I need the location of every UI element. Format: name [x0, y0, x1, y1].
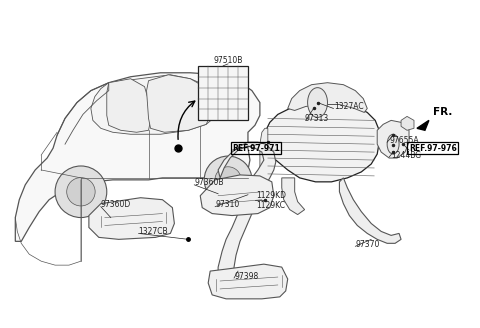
Text: FR.: FR.	[433, 108, 452, 117]
Circle shape	[204, 156, 252, 204]
Circle shape	[67, 177, 95, 206]
Text: 97313: 97313	[305, 114, 329, 123]
Polygon shape	[146, 75, 212, 132]
Polygon shape	[208, 264, 288, 299]
Text: 97360B: 97360B	[194, 178, 224, 187]
Text: 97370: 97370	[355, 240, 380, 249]
Polygon shape	[91, 75, 218, 134]
Text: 97360D: 97360D	[101, 200, 131, 209]
Text: 1129KD: 1129KD	[256, 191, 286, 200]
Ellipse shape	[308, 88, 327, 117]
Text: 97510B: 97510B	[214, 56, 243, 65]
Polygon shape	[218, 142, 276, 287]
Polygon shape	[260, 128, 268, 174]
Text: 97655A: 97655A	[389, 136, 419, 145]
Polygon shape	[417, 120, 429, 130]
Bar	[198, 66, 248, 120]
Polygon shape	[282, 178, 305, 215]
Circle shape	[55, 166, 107, 217]
Text: REF.97-976: REF.97-976	[409, 144, 457, 153]
Polygon shape	[89, 198, 174, 239]
Polygon shape	[107, 79, 151, 132]
Polygon shape	[377, 120, 409, 158]
Polygon shape	[401, 116, 414, 130]
Text: 1327CB: 1327CB	[139, 227, 168, 236]
Polygon shape	[288, 83, 367, 113]
Text: REF.97-971: REF.97-971	[232, 144, 280, 153]
Ellipse shape	[387, 134, 399, 154]
Text: 1129KC: 1129KC	[256, 201, 285, 210]
Polygon shape	[339, 178, 401, 243]
Text: 97398: 97398	[234, 272, 258, 280]
Polygon shape	[200, 175, 274, 215]
Polygon shape	[262, 103, 379, 182]
Text: 97310: 97310	[215, 200, 240, 209]
Circle shape	[215, 167, 241, 193]
Text: 1244BG: 1244BG	[391, 151, 421, 160]
Polygon shape	[15, 73, 260, 241]
Text: 1327AC: 1327AC	[335, 102, 364, 111]
